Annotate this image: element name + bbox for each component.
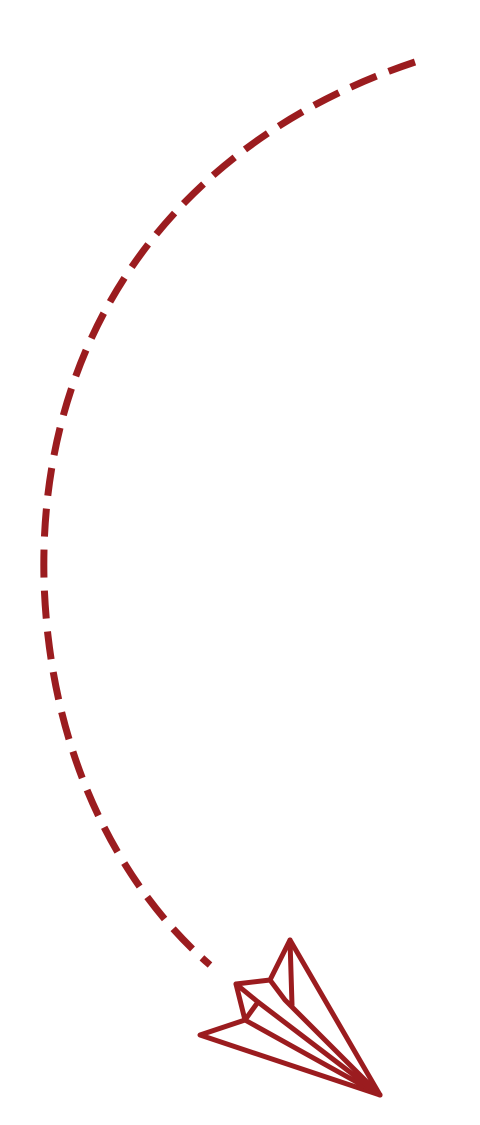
plane-fold (242, 999, 261, 1023)
paper-plane (197, 937, 383, 1098)
dashed-arc (40, 58, 417, 968)
plane-fold (267, 977, 383, 1098)
plane-fold (242, 1017, 383, 1098)
plane-fold (287, 937, 295, 1008)
